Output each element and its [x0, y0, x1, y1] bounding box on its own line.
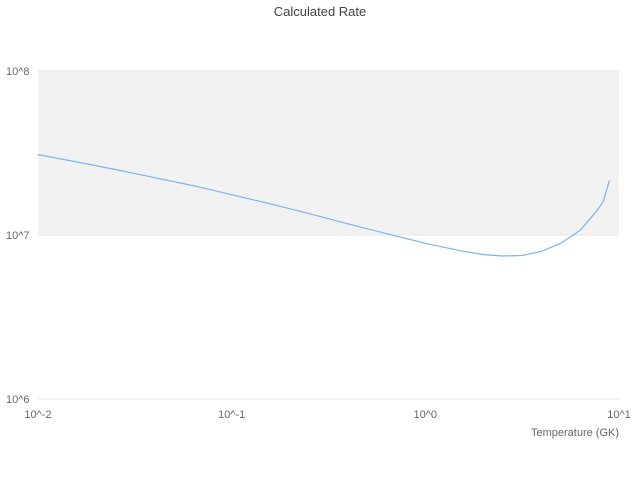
x-axis-title: Temperature (GK) — [531, 427, 619, 439]
x-tick-label: 10^-2 — [24, 409, 51, 421]
y-tick-label: 10^7 — [6, 230, 30, 242]
rate-curve — [37, 154, 610, 257]
chart-title: Calculated Rate — [273, 4, 367, 19]
decade-band — [38, 71, 619, 235]
x-tick-label: 10^-1 — [218, 409, 245, 421]
y-tick-label: 10^8 — [6, 66, 30, 78]
x-tick-label: 10^0 — [414, 409, 438, 421]
x-tick-label: 10^1 — [607, 409, 631, 421]
y-tick-label: 10^6 — [6, 394, 30, 406]
